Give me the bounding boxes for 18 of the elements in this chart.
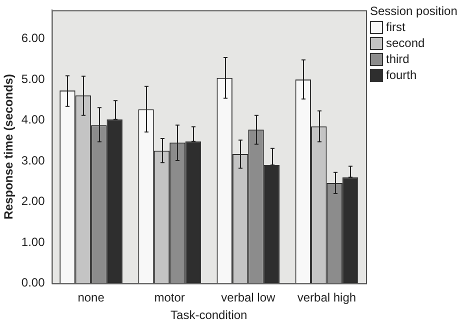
x-tick-label: none xyxy=(78,290,105,305)
legend-label: third xyxy=(386,52,410,66)
y-tick-label: 6.00 xyxy=(21,31,46,46)
legend-label: second xyxy=(386,36,425,50)
y-tick-label: 0.00 xyxy=(21,276,46,290)
y-tick-label: 4.00 xyxy=(21,112,46,127)
x-tick-label: motor xyxy=(154,290,185,305)
y-tick-label: 1.00 xyxy=(21,234,46,249)
y-axis-title: Response time (seconds) xyxy=(2,74,16,220)
x-axis-title: Task-condition xyxy=(170,308,248,322)
y-tick-label: 3.00 xyxy=(21,153,46,168)
y-tick-label: 5.00 xyxy=(21,72,46,86)
x-tick-label: verbal low xyxy=(221,290,276,305)
y-tick-label: 2.00 xyxy=(21,194,46,208)
legend-label: first xyxy=(386,20,406,34)
x-tick-label: verbal high xyxy=(297,290,356,305)
legend-title: Session position xyxy=(370,4,458,18)
legend-label: fourth xyxy=(386,68,417,82)
